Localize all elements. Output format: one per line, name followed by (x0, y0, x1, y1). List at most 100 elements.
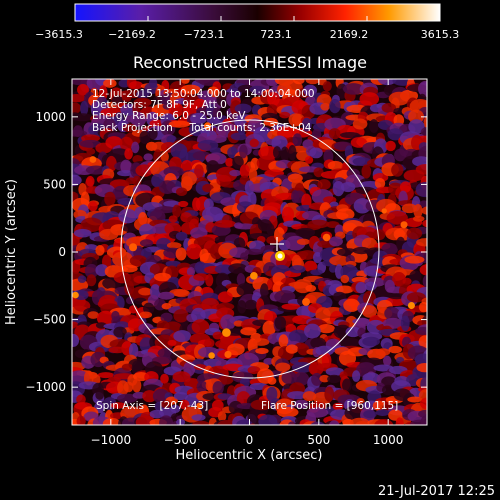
heatmap-blob (80, 100, 89, 116)
heatmap-blob (212, 381, 224, 396)
heatmap-blob (400, 315, 410, 332)
heatmap-blob (191, 319, 210, 334)
heatmap-blob (181, 79, 190, 84)
heatmap-blob (352, 157, 372, 166)
heatmap-blob (392, 272, 406, 287)
heatmap-blob (372, 400, 385, 411)
heatmap-blob (158, 180, 176, 194)
heatmap-blob (130, 111, 147, 127)
heatmap-blob (104, 191, 116, 207)
heatmap-blob (166, 135, 177, 145)
heatmap-blob (375, 348, 391, 356)
heatmap-blob (85, 175, 95, 187)
heatmap-blob (156, 237, 171, 250)
heatmap-blob (142, 390, 157, 403)
heatmap-hotspot (224, 350, 232, 359)
spin-axis-label: Spin Axis = [207,-43] (96, 400, 208, 412)
heatmap-blob (110, 402, 127, 409)
heatmap-blob (73, 228, 92, 238)
heatmap-blob (272, 146, 282, 159)
x-tick-label: 500 (307, 433, 330, 447)
heatmap-blob (172, 371, 191, 383)
info-line-time: 12-Jul-2015 13:50:04.000 to 14:00:04.000 (92, 88, 315, 100)
x-tick-label: 1000 (373, 433, 404, 447)
heatmap-blob (252, 338, 270, 346)
image-area (72, 79, 427, 425)
heatmap-blob (193, 273, 209, 281)
heatmap-hotspot (302, 297, 310, 306)
heatmap-blob (377, 79, 397, 86)
heatmap-blob (167, 339, 177, 346)
heatmap-blob (409, 270, 422, 284)
heatmap-blob (421, 206, 427, 215)
y-tick-label: −500 (33, 313, 66, 327)
heatmap-blob (276, 406, 299, 418)
heatmap-blob (287, 421, 296, 425)
heatmap-blob (236, 419, 253, 425)
heatmap-blob (186, 266, 196, 277)
info-line-method: Back Projection Total counts: 2.36E+04 (92, 122, 312, 134)
heatmap-blob (419, 264, 427, 276)
heatmap-blob (214, 220, 236, 228)
heatmap-blob (228, 263, 248, 274)
heatmap-blob (99, 228, 119, 241)
heatmap-hotspot (407, 302, 415, 310)
heatmap-blob (102, 417, 121, 425)
heatmap-blob (86, 274, 97, 287)
heatmap-blob (103, 79, 117, 88)
info-line-energy: Energy Range: 6.0 - 25.0 keV (92, 110, 246, 122)
heatmap-blob (404, 255, 425, 264)
heatmap-blob (319, 374, 330, 383)
heatmap-blob (267, 377, 277, 385)
x-tick-label: 0 (246, 433, 254, 447)
heatmap-blob (168, 102, 184, 118)
heatmap-blob (180, 84, 201, 95)
heatmap-blob (263, 117, 279, 127)
heatmap-blob (143, 153, 153, 161)
heatmap-blob (344, 406, 362, 421)
heatmap-blob (245, 248, 264, 255)
heatmap-hotspot (72, 291, 79, 299)
heatmap-blob (419, 200, 427, 208)
heatmap-blob (309, 147, 323, 159)
heatmap-blob (292, 133, 303, 147)
heatmap-blob (113, 326, 127, 338)
heatmap-blob (361, 164, 372, 179)
heatmap-blob (79, 139, 102, 148)
heatmap-hotspot (322, 233, 331, 242)
heatmap-blob (249, 138, 259, 148)
heatmap-blob (317, 324, 335, 334)
heatmap-blob (362, 336, 380, 347)
colorbar-label-2: −723.1 (184, 28, 225, 41)
heatmap-blob (415, 182, 427, 198)
heatmap-blob (227, 343, 245, 356)
heatmap-blob (416, 238, 427, 247)
x-axis-label: Heliocentric X (arcsec) (176, 448, 323, 463)
axis-ticks: −1000 −500 0 500 1000 −1000 −500 0 500 1000 (25, 79, 427, 447)
y-tick-label: 0 (58, 245, 66, 259)
heatmap-blob (406, 227, 423, 240)
heatmap-blob (342, 83, 364, 95)
heatmap-blob (291, 113, 305, 126)
heatmap-blob (217, 291, 233, 303)
heatmap-blob (315, 345, 334, 356)
heatmap-blob (96, 310, 115, 326)
heatmap-blob (407, 396, 423, 403)
heatmap-hotspot (129, 243, 138, 252)
heatmap-blob (387, 128, 404, 141)
heatmap-blob (384, 307, 400, 320)
heatmap-blob (388, 293, 406, 300)
heatmap-blob (329, 255, 351, 266)
heatmap-blob (88, 201, 98, 212)
heatmap-blob (388, 345, 403, 354)
heatmap-blob (288, 329, 309, 344)
heatmap-blob (297, 343, 310, 356)
heatmap-blob (381, 102, 397, 113)
heatmap-blob (363, 410, 377, 419)
heatmap-blob (95, 245, 105, 256)
heatmap-blob (229, 169, 242, 177)
heatmap-blob (307, 219, 330, 229)
heatmap-blob (426, 232, 427, 237)
heatmap-blob (220, 314, 236, 331)
heatmap-blob (415, 163, 427, 175)
